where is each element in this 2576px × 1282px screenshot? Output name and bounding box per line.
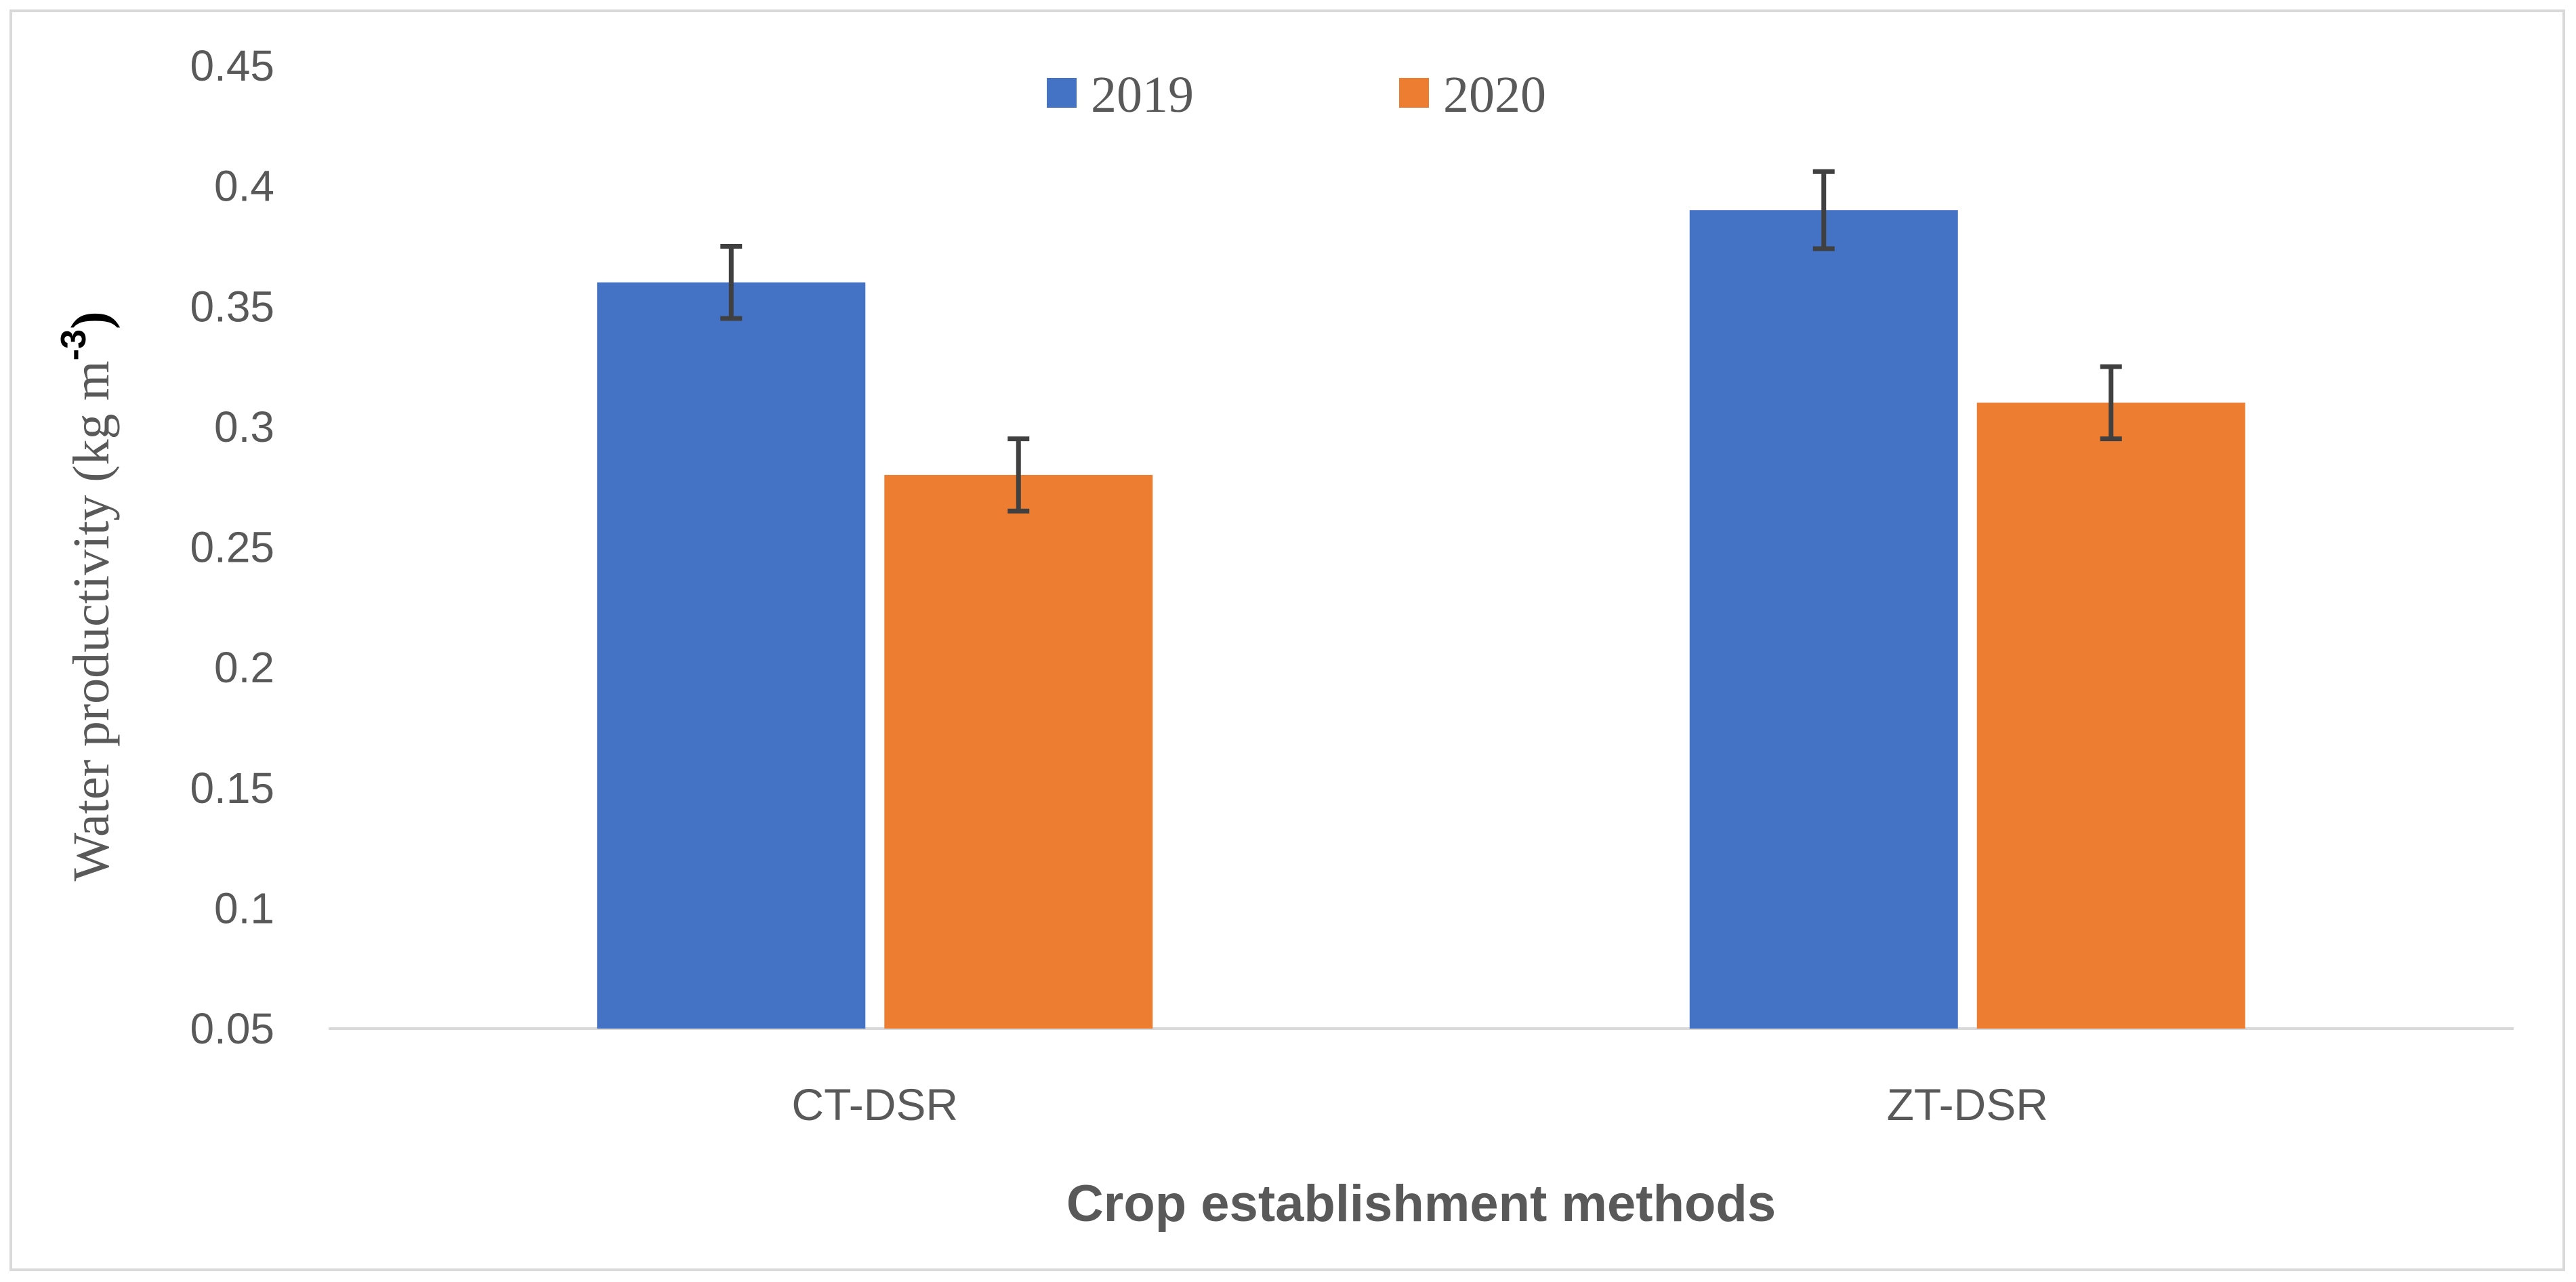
y-tick-label: 0.3	[214, 402, 274, 451]
legend-label-2019: 2019	[1091, 66, 1194, 123]
legend: 2019 2020	[1047, 66, 1546, 123]
y-axis-ticks: 0.05 0.1 0.15 0.2 0.25 0.3 0.35 0.4 0.45	[190, 41, 274, 1053]
y-tick-label: 0.25	[190, 523, 274, 572]
y-axis-title-superscript: -3	[54, 329, 94, 360]
y-tick-label: 0.05	[190, 1004, 274, 1053]
bar-zt-dsr-2020	[1976, 402, 2245, 1029]
y-tick-label: 0.35	[190, 282, 274, 331]
y-tick-label: 0.4	[214, 162, 274, 211]
y-axis-title-main: Water productivity (kg m-3)	[54, 311, 121, 881]
legend-swatch-2020	[1399, 78, 1429, 108]
bar-ct-dsr-2019	[597, 282, 866, 1029]
category-label-zt-dsr: ZT-DSR	[1887, 1079, 2048, 1130]
y-axis-title: Water productivity (kg m-3)	[54, 311, 121, 881]
category-label-ct-dsr: CT-DSR	[791, 1079, 958, 1130]
y-tick-label: 0.45	[190, 41, 274, 90]
y-tick-label: 0.1	[214, 884, 274, 932]
y-axis-title-closing: )	[61, 311, 121, 329]
bar-zt-dsr-2019	[1689, 210, 1958, 1029]
error-bars	[720, 169, 2122, 514]
bar-ct-dsr-2020	[884, 474, 1153, 1029]
category-labels: CT-DSR ZT-DSR	[791, 1079, 2048, 1130]
legend-label-2020: 2020	[1443, 66, 1546, 123]
legend-swatch-2019	[1047, 78, 1077, 108]
y-tick-label: 0.2	[214, 643, 274, 692]
y-tick-label: 0.15	[190, 764, 274, 812]
y-axis-title-text: Water productivity (kg m	[63, 360, 120, 881]
x-axis-title: Crop establishment methods	[1066, 1175, 1776, 1233]
bars	[597, 210, 2245, 1029]
